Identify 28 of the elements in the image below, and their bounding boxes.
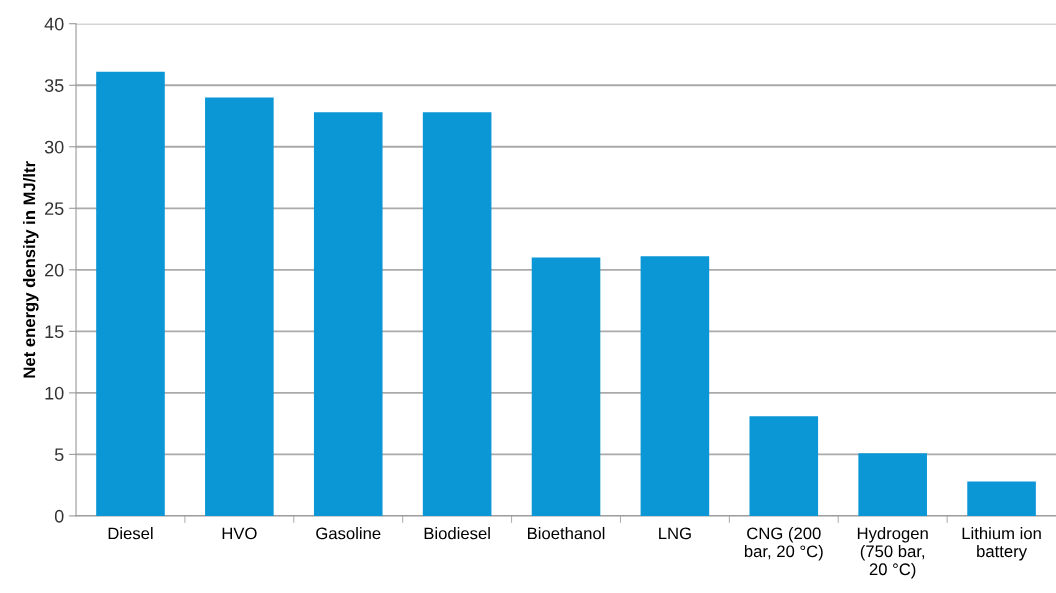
y-tick-label: 30 [44,140,64,154]
x-tick-label: CNG (200 bar, 20 °C) [744,527,823,561]
y-tick-label: 20 [45,263,64,277]
y-tick-label: 5 [54,448,64,462]
y-tick-label: 0 [54,509,64,523]
bar [96,71,165,516]
y-axis-title: Net energy density in MJ/ltr [22,161,39,378]
x-tick-label: Biodiesel [424,527,490,540]
bar [531,257,601,516]
y-tick-label: 25 [45,202,64,216]
bar [422,112,492,516]
x-tick-label: Hydrogen (750 bar, 20 °C) [857,527,928,579]
x-tick-label: Lithium ion battery [962,527,1041,561]
bar [313,112,383,516]
x-tick-label: Bioethanol [528,527,605,540]
x-tick-label: LNG [659,527,691,540]
y-tick-label: 35 [44,79,64,92]
bar [640,256,710,516]
bar [749,416,819,516]
y-tick-label: 40 [44,17,64,31]
x-tick-label: HVO [222,527,257,540]
y-tick-label: 15 [45,325,64,339]
bar [858,453,927,516]
x-tick-label: Gasoline [316,527,381,540]
bar [967,481,1036,516]
bar [205,97,274,516]
x-tick-label: Diesel [108,527,153,540]
y-tick-label: 10 [45,386,64,400]
